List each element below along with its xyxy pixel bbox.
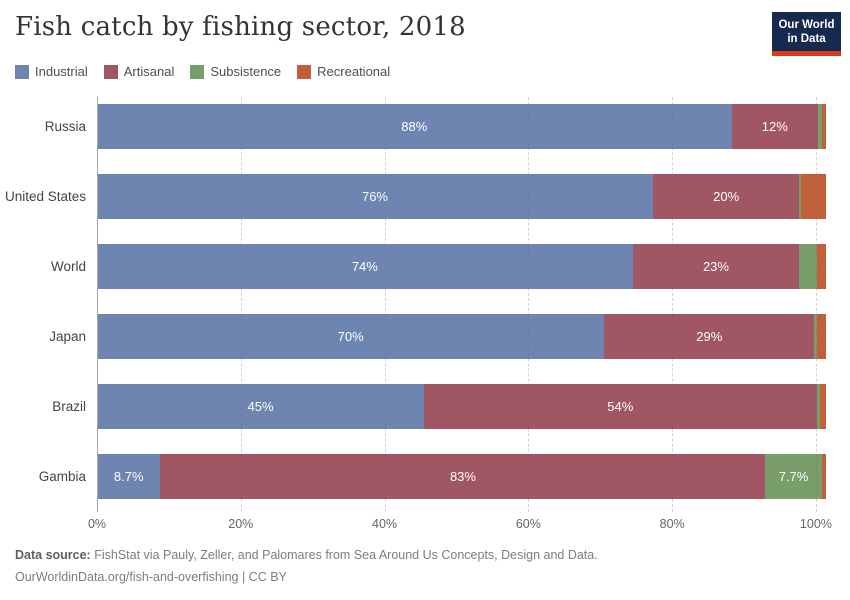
legend-item-artisanal: Artisanal — [103, 64, 175, 79]
legend-label: Subsistence — [210, 64, 282, 79]
chart-title: Fish catch by fishing sector, 2018 — [15, 12, 466, 42]
artisanal-swatch-icon — [103, 64, 118, 79]
bar-segment-subsistence — [818, 104, 823, 149]
gridline-0 — [97, 97, 98, 512]
x-axis-tick-label: 60% — [515, 517, 541, 531]
category-label: Russia — [44, 119, 86, 134]
segment-value-label: 8.7% — [113, 469, 144, 484]
x-axis-tick-label: 80% — [659, 517, 685, 531]
gridline-60 — [528, 97, 530, 512]
owid-logo: Our World in Data — [772, 12, 841, 56]
segment-value-label: 76% — [361, 189, 388, 204]
bar-segment-industrial: 74% — [97, 244, 633, 289]
legend-label: Artisanal — [123, 64, 175, 79]
stacked-bar: 88% 12% — [97, 104, 826, 149]
data-source-label: Data source: — [15, 548, 91, 562]
category-label: Gambia — [38, 469, 86, 484]
bar-segment-recreational — [821, 454, 826, 499]
bar-row-gambia: Gambia 8.7% 83% 7.7% — [39, 454, 826, 499]
owid-logo-line1: Our World — [778, 18, 835, 31]
bar-segment-recreational — [822, 104, 826, 149]
segment-value-label: 83% — [449, 469, 476, 484]
bar-segment-artisanal: 20% — [652, 174, 800, 219]
stacked-bar: 76% 20% — [97, 174, 826, 219]
bar-segment-industrial: 8.7% — [97, 454, 161, 499]
stacked-bar: 45% 54% — [97, 384, 826, 429]
attribution-line: OurWorldinData.org/fish-and-overfishing … — [15, 570, 287, 584]
data-source-text: FishStat via Pauly, Zeller, and Palomare… — [90, 548, 598, 562]
bar-segment-artisanal: 23% — [632, 244, 800, 289]
legend-item-industrial: Industrial — [15, 64, 88, 79]
bar-segment-artisanal: 29% — [604, 314, 815, 359]
bar-segment-subsistence: 7.7% — [765, 454, 822, 499]
bar-segment-industrial: 76% — [97, 174, 653, 219]
bar-segment-artisanal: 54% — [424, 384, 817, 429]
segment-value-label: 74% — [351, 259, 378, 274]
gridline-100 — [815, 97, 817, 512]
segment-value-label: 45% — [247, 399, 274, 414]
bar-segment-subsistence — [816, 384, 821, 429]
bar-row-united-states: United States 76% 20% — [5, 174, 826, 219]
segment-value-label: 88% — [401, 119, 428, 134]
bar-segment-subsistence — [799, 174, 802, 219]
footer: Data source: FishStat via Pauly, Zeller,… — [15, 547, 598, 585]
x-axis-tick-label: 100% — [799, 517, 832, 531]
subsistence-swatch-icon — [190, 64, 205, 79]
stacked-bar: 70% 29% — [97, 314, 826, 359]
bar-row-japan: Japan 70% 29% — [49, 314, 826, 359]
owid-logo-line2: in Data — [787, 32, 826, 45]
bar-segment-industrial: 88% — [97, 104, 732, 149]
segment-value-label: 20% — [713, 189, 740, 204]
bar-segment-recreational — [817, 244, 826, 289]
category-label: Japan — [49, 329, 86, 344]
bar-segment-recreational — [801, 174, 826, 219]
stacked-bar: 74% 23% — [97, 244, 826, 289]
plot-area: 0% 20% 40% 60% 80% 100% Russia 88% 12% United Sta… — [5, 97, 832, 531]
legend-item-recreational: Recreational — [297, 64, 390, 79]
legend-label: Recreational — [317, 64, 391, 79]
data-source-line: Data source: FishStat via Pauly, Zeller,… — [15, 547, 598, 563]
legend-label: Industrial — [35, 64, 88, 79]
segment-value-label: 54% — [607, 399, 634, 414]
x-axis-tick-label: 0% — [87, 517, 107, 531]
legend-item-subsistence: Subsistence — [190, 64, 281, 79]
bar-segment-recreational — [820, 384, 826, 429]
gridline-40 — [384, 97, 386, 512]
bar-segment-artisanal: 83% — [160, 454, 766, 499]
bar-segment-subsistence — [799, 244, 818, 289]
industrial-swatch-icon — [15, 64, 29, 79]
x-axis-tick-label: 20% — [228, 517, 254, 531]
segment-value-label: 23% — [702, 259, 729, 274]
category-label: United States — [4, 189, 86, 204]
x-axis-tick-label: 40% — [372, 517, 398, 531]
segment-value-label: 7.7% — [778, 469, 809, 484]
gridline-80 — [672, 97, 674, 512]
bar-segment-artisanal: 12% — [731, 104, 819, 149]
bar-row-russia: Russia 88% 12% — [45, 104, 826, 149]
bar-row-brazil: Brazil 45% 54% — [52, 384, 826, 429]
legend: Industrial Artisanal Subsistence Recreation… — [15, 64, 390, 79]
bar-segment-subsistence — [814, 314, 818, 359]
segment-value-label: 12% — [761, 119, 788, 134]
bar-segment-recreational — [817, 314, 826, 359]
segment-value-label: 70% — [337, 329, 364, 344]
category-label: Brazil — [52, 399, 86, 414]
bar-row-world: World 74% 23% — [51, 244, 826, 289]
bar-segment-industrial: 70% — [97, 314, 605, 359]
stacked-bar: 8.7% 83% 7.7% — [97, 454, 826, 499]
recreational-swatch-icon — [297, 64, 312, 79]
gridline-20 — [240, 97, 242, 512]
category-label: World — [50, 259, 86, 274]
segment-value-label: 29% — [696, 329, 723, 344]
bar-segment-industrial: 45% — [97, 384, 425, 429]
